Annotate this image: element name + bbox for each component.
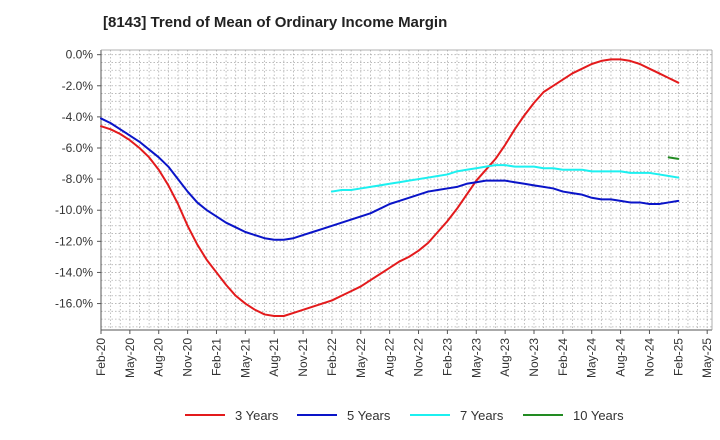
x-tick-label: Aug-20 xyxy=(152,338,166,377)
legend-label: 5 Years xyxy=(347,407,391,423)
legend-label: 3 Years xyxy=(235,407,279,423)
plot-area xyxy=(101,50,712,330)
series-layer xyxy=(100,58,680,317)
x-tick-label: Nov-24 xyxy=(642,338,656,377)
series-line-5-years xyxy=(100,117,680,241)
y-tick-label: -10.0% xyxy=(55,203,93,217)
series-line-3-years xyxy=(100,58,680,317)
y-tick-label: -8.0% xyxy=(62,172,94,186)
legend-label: 7 Years xyxy=(460,407,504,423)
x-tick-label: Feb-25 xyxy=(671,338,685,376)
chart-title: [8143] Trend of Mean of Ordinary Income … xyxy=(103,14,448,31)
x-tick-label: Feb-21 xyxy=(209,338,223,376)
grid-layer xyxy=(100,50,712,330)
x-tick-label: Nov-21 xyxy=(296,338,310,377)
tick-label-layer: 0.0% -2.0% -4.0% -6.0% -8.0% -10.0% -12.0% -14.… xyxy=(55,48,714,378)
y-tick-label: -16.0% xyxy=(55,297,93,311)
x-tick-label: May-21 xyxy=(238,338,252,378)
y-tick-label: -6.0% xyxy=(62,141,94,155)
x-tick-label: May-20 xyxy=(123,338,137,378)
x-tick-label: Feb-20 xyxy=(94,338,108,376)
legend-item-5-years: 5 Years xyxy=(297,404,390,426)
x-tick-label: May-23 xyxy=(469,338,483,378)
legend-item-3-years: 3 Years xyxy=(185,404,278,426)
legend-swatch xyxy=(410,414,450,416)
x-tick-label: Aug-22 xyxy=(383,338,397,377)
series-line-10-years xyxy=(667,156,680,160)
legend-swatch xyxy=(185,414,225,416)
axis-layer xyxy=(97,49,713,334)
y-tick-label: -4.0% xyxy=(62,110,94,124)
y-tick-label: -2.0% xyxy=(62,79,94,93)
legend-item-7-years: 7 Years xyxy=(410,404,503,426)
x-tick-label: Nov-22 xyxy=(412,338,426,377)
legend-item-10-years: 10 Years xyxy=(523,404,624,426)
legend-label: 10 Years xyxy=(573,407,624,423)
x-tick-label: Nov-20 xyxy=(181,338,195,377)
x-tick-label: Feb-23 xyxy=(440,338,454,376)
legend-swatch xyxy=(297,414,337,416)
y-tick-label: 0.0% xyxy=(66,48,94,62)
legend-swatch xyxy=(523,414,563,416)
x-tick-label: Aug-21 xyxy=(267,338,281,377)
x-tick-label: May-22 xyxy=(354,338,368,378)
x-tick-label: Feb-24 xyxy=(556,338,570,376)
series-line-7-years xyxy=(330,164,680,193)
legend: 3 Years 5 Years 7 Years 10 Years xyxy=(0,404,720,426)
x-tick-label: Nov-23 xyxy=(527,338,541,377)
x-tick-label: Feb-22 xyxy=(325,338,339,376)
x-tick-label: May-24 xyxy=(585,338,599,378)
y-tick-label: -12.0% xyxy=(55,234,93,248)
x-tick-label: Aug-23 xyxy=(498,338,512,377)
x-tick-label: Aug-24 xyxy=(614,338,628,377)
y-tick-label: -14.0% xyxy=(55,265,93,279)
x-tick-label: May-25 xyxy=(700,338,714,378)
